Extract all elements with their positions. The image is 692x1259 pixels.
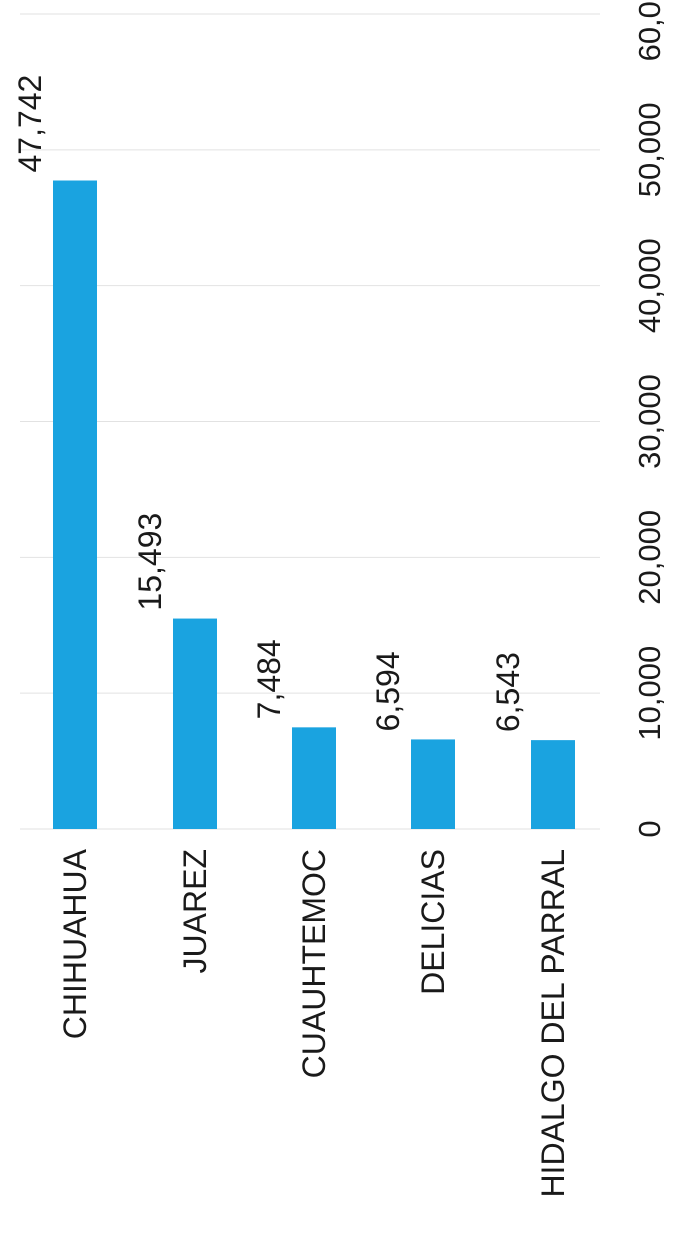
bar [292, 727, 336, 829]
x-tick-label: 20,000 [632, 510, 667, 605]
bar [411, 739, 455, 829]
data-labels: 47,742 15,493 7,484 6,594 6,543 [12, 75, 526, 732]
x-tick-label: 10,000 [632, 646, 667, 741]
plot-area: 47,742 15,493 7,484 6,594 6,543 CHIHUAHUA JUA… [12, 0, 667, 1198]
gridlines [20, 13, 600, 830]
data-label: 6,543 [490, 652, 526, 732]
category-label: CHIHUAHUA [57, 848, 93, 1039]
bars [53, 180, 575, 829]
data-label: 6,594 [370, 651, 406, 731]
x-tick-label: 30,000 [632, 374, 667, 469]
bar [531, 740, 575, 829]
bar [173, 618, 217, 829]
data-label: 15,493 [132, 513, 168, 611]
x-tick-label: 50,000 [632, 102, 667, 197]
x-tick-label: 60,000 [632, 0, 667, 61]
category-label: HIDALGO DEL PARRAL [535, 849, 571, 1198]
category-label: CUAUHTEMOC [296, 849, 332, 1078]
data-label: 7,484 [251, 639, 287, 719]
category-label: JUAREZ [177, 849, 213, 973]
x-tick-label: 0 [632, 820, 667, 837]
x-axis-tick-labels: 0 10,000 20,000 30,000 40,000 50,000 60,000 [632, 0, 667, 838]
x-tick-label: 40,000 [632, 238, 667, 333]
category-label: DELICIAS [415, 849, 451, 995]
bar [53, 180, 97, 829]
data-label: 47,742 [12, 75, 48, 173]
category-labels: CHIHUAHUA JUAREZ CUAUHTEMOC DELICIAS HIDALGO… [57, 848, 571, 1197]
